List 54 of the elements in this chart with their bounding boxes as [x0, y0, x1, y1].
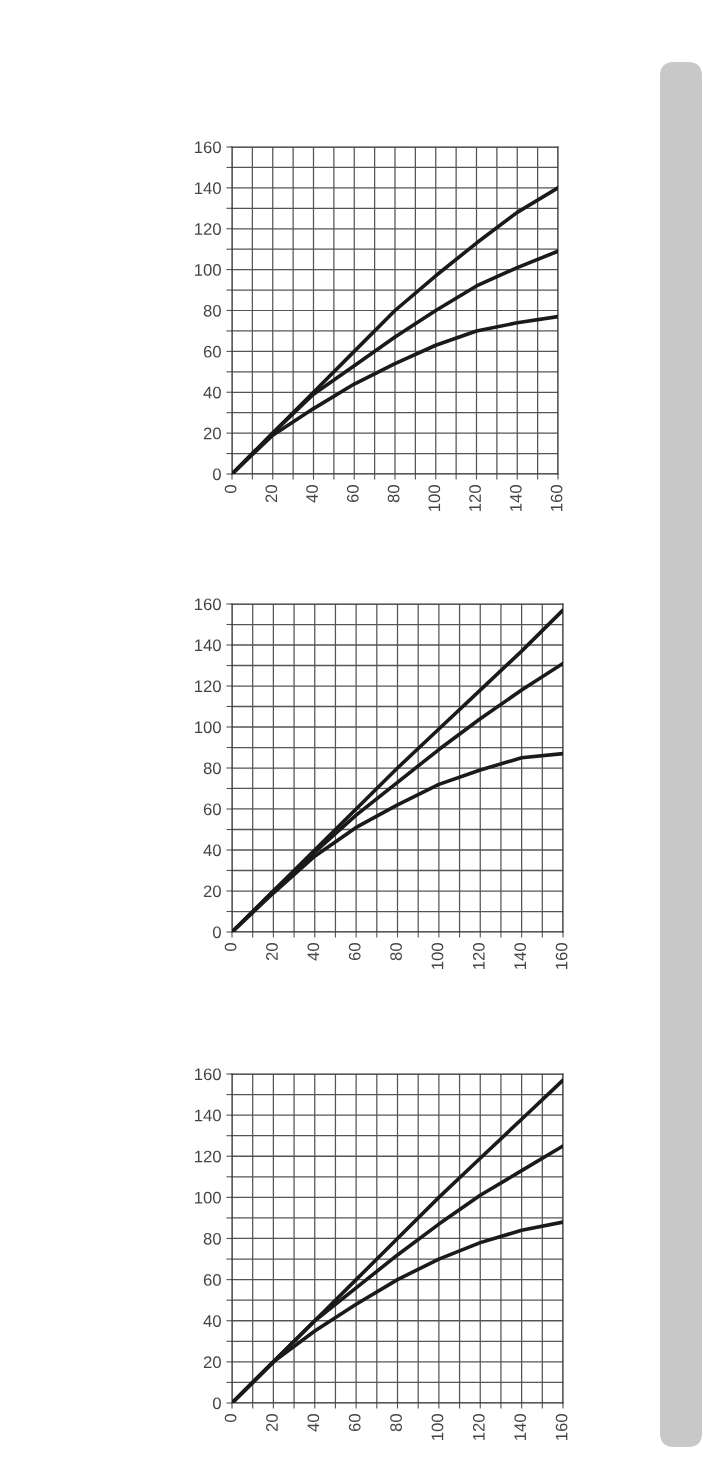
y-tick-label: 80: [203, 304, 221, 317]
x-tick-label: 80: [390, 943, 402, 961]
x-tick-label: 0: [224, 943, 237, 952]
x-tick-label: 40: [307, 943, 320, 961]
x-tick-label: 40: [306, 485, 318, 503]
x-tick-label: 160: [555, 943, 568, 969]
x-tick-label: 0: [224, 485, 237, 494]
x-tick-label: 80: [390, 1414, 402, 1432]
y-tick-label: 20: [203, 1356, 221, 1369]
y-tick-label: 40: [203, 386, 221, 399]
x-tick-label: 160: [555, 1414, 568, 1440]
y-tick-label: 140: [195, 1109, 221, 1122]
x-tick-label: 20: [266, 1414, 278, 1432]
y-tick-label: 80: [203, 1232, 221, 1245]
y-tick-label: 100: [195, 721, 221, 734]
y-tick-label: 120: [195, 1150, 221, 1163]
x-tick-label: 140: [509, 485, 522, 511]
x-tick-label: 140: [514, 1414, 527, 1440]
x-tick-label: 60: [346, 485, 359, 503]
y-tick-label: 160: [195, 141, 221, 154]
y-tick-label: 60: [203, 803, 221, 816]
y-tick-label: 0: [212, 1397, 221, 1410]
y-tick-label: 100: [195, 264, 221, 276]
x-tick-label: 120: [472, 943, 485, 969]
y-tick-label: 120: [195, 223, 221, 235]
y-tick-label: 60: [203, 345, 221, 358]
x-tick-label: 120: [469, 485, 481, 511]
x-tick-label: 20: [266, 943, 278, 961]
y-tick-label: 40: [203, 1315, 221, 1327]
x-tick-label: 100: [431, 1414, 444, 1440]
y-tick-label: 140: [195, 639, 221, 652]
y-tick-label: 0: [212, 468, 221, 481]
x-tick-label: 140: [514, 943, 527, 969]
x-tick-label: 40: [307, 1414, 320, 1432]
x-tick-label: 160: [550, 485, 563, 511]
x-tick-label: 80: [387, 485, 400, 503]
y-tick-label: 80: [203, 762, 221, 775]
y-tick-label: 0: [212, 926, 221, 939]
y-tick-label: 160: [195, 1068, 221, 1081]
x-tick-label: 60: [348, 1414, 361, 1432]
y-tick-label: 120: [195, 680, 221, 693]
x-tick-label: 100: [428, 485, 441, 511]
y-tick-label: 140: [195, 182, 221, 195]
x-tick-label: 20: [265, 485, 278, 503]
x-tick-label: 0: [224, 1414, 237, 1423]
y-tick-label: 20: [203, 427, 221, 440]
x-tick-label: 100: [431, 943, 444, 969]
y-tick-label: 40: [203, 844, 221, 857]
y-tick-label: 160: [195, 598, 221, 611]
x-tick-label: 60: [348, 943, 361, 961]
x-tick-label: 120: [472, 1414, 485, 1440]
y-tick-label: 100: [195, 1191, 221, 1204]
y-tick-label: 60: [203, 1274, 221, 1286]
y-tick-label: 20: [203, 885, 221, 898]
